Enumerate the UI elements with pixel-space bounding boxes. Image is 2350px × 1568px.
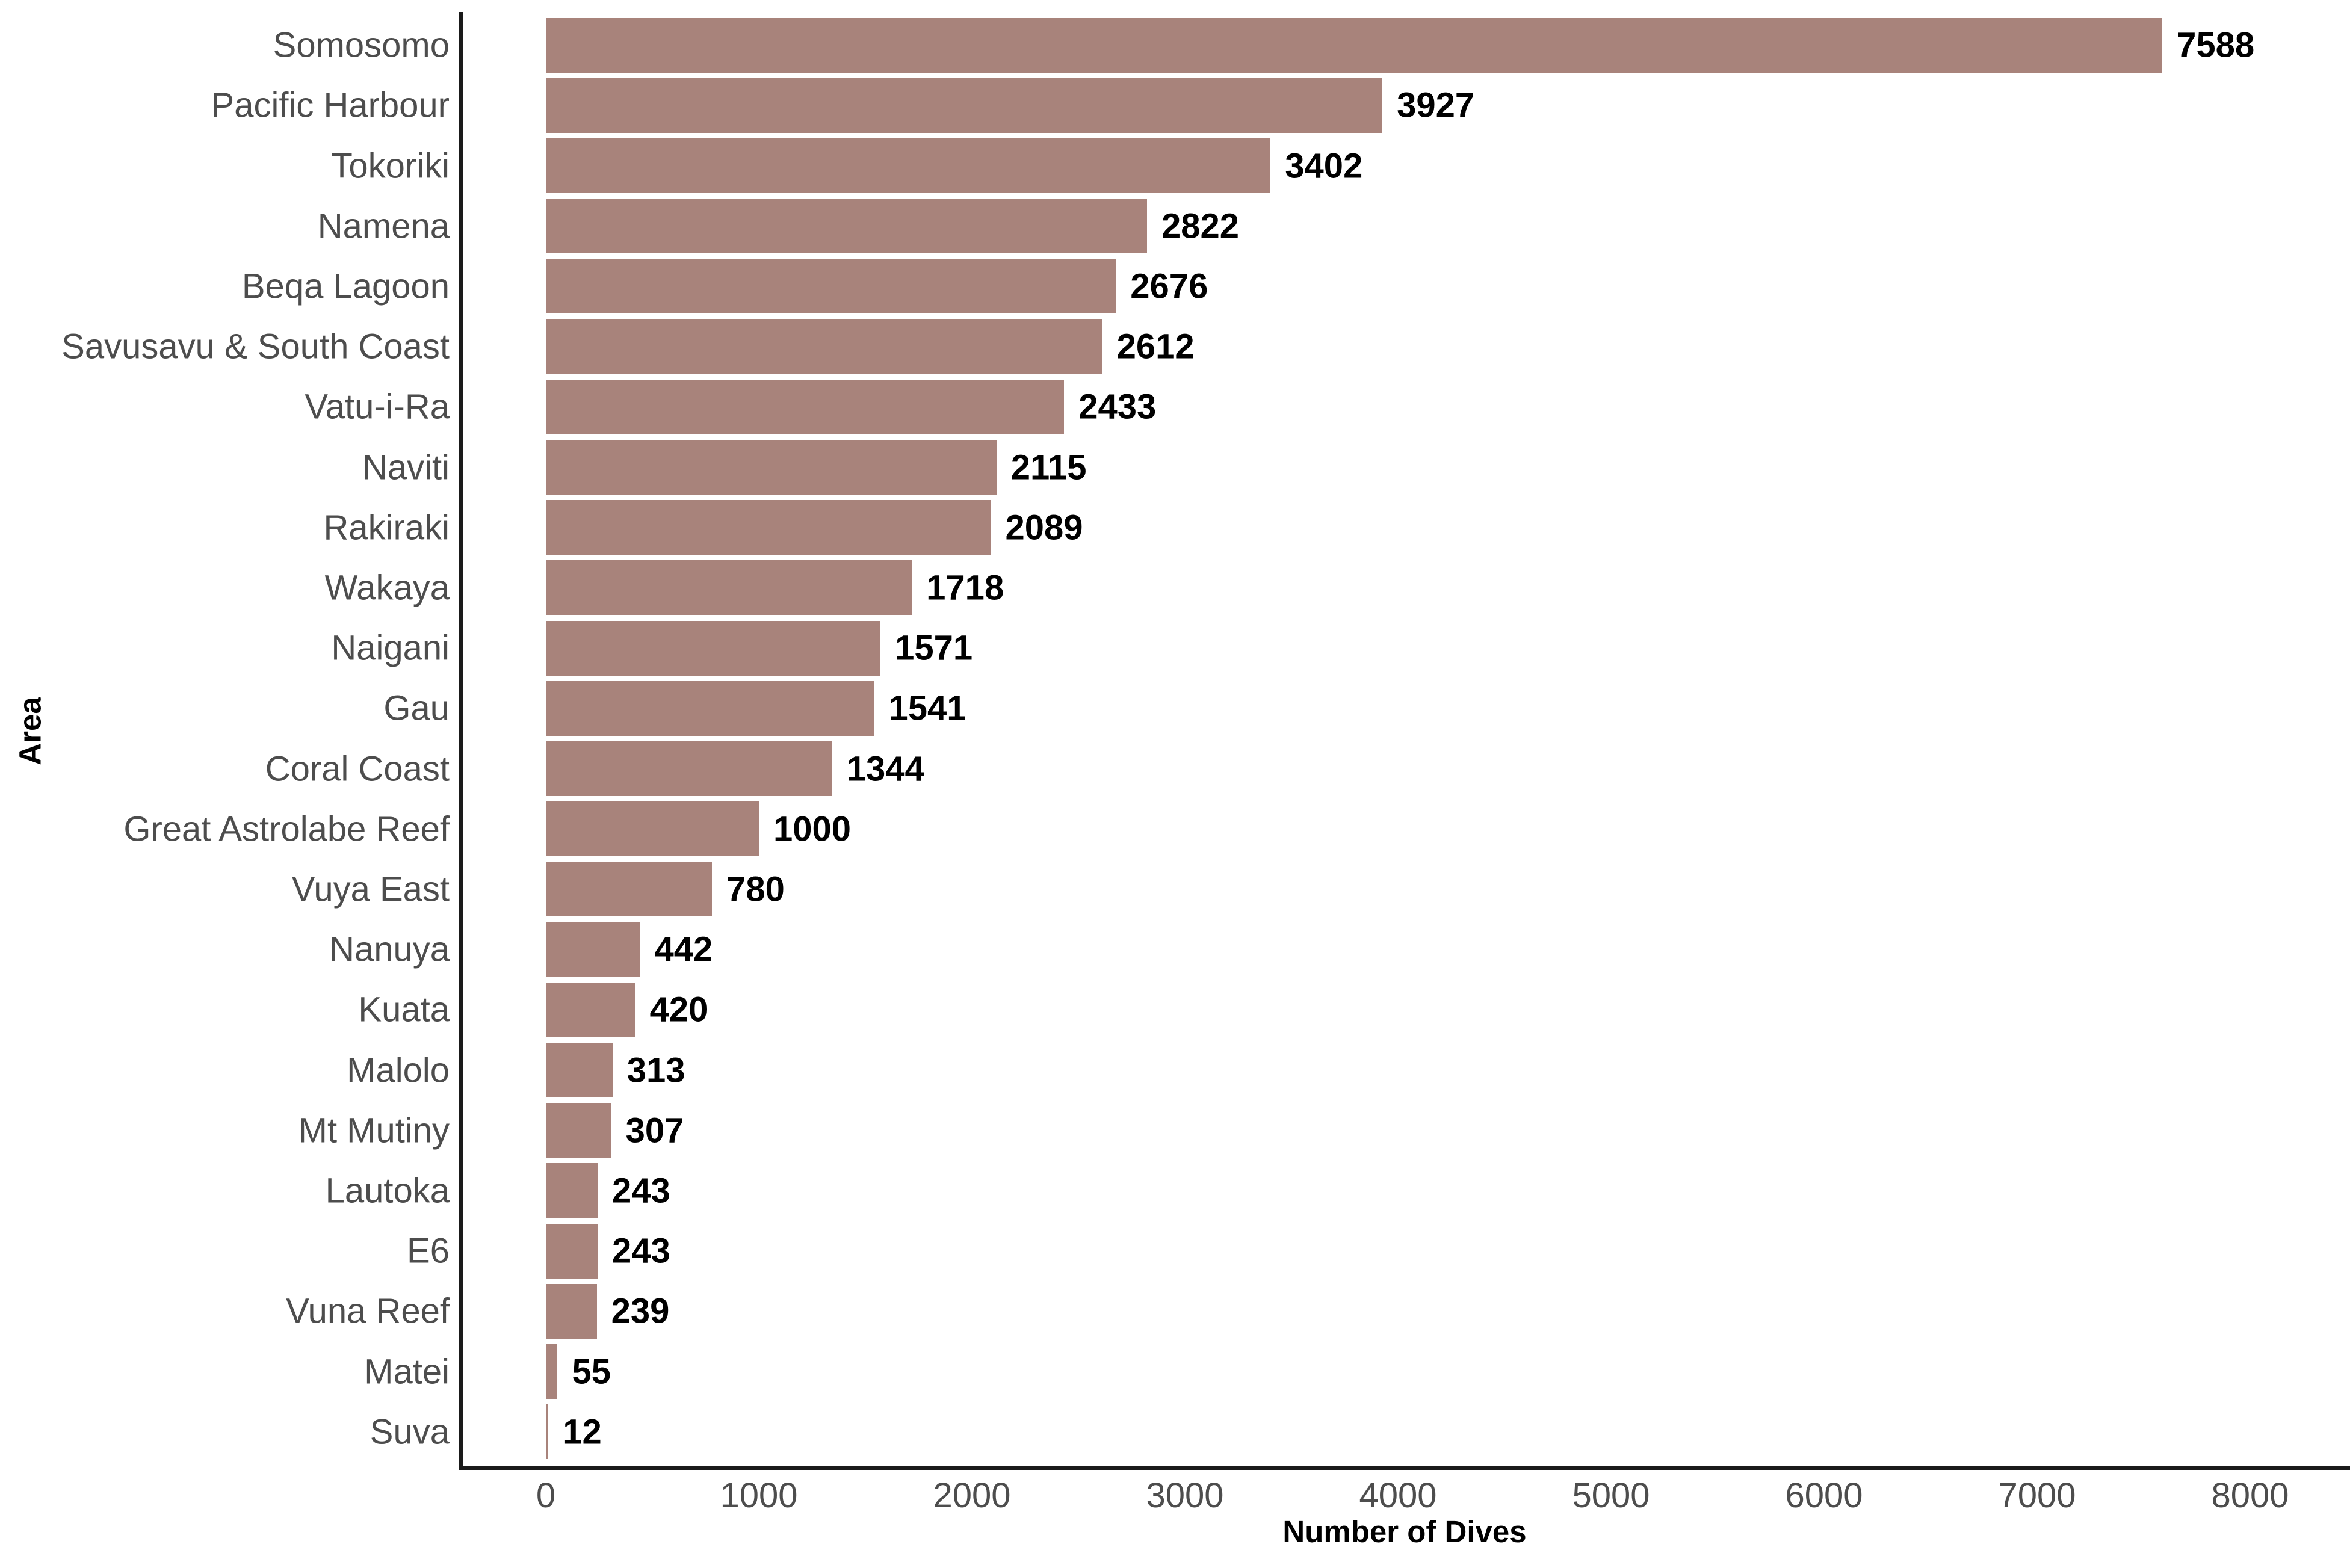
bar xyxy=(546,500,991,555)
category-label: Savusavu & South Coast xyxy=(61,327,450,366)
x-axis-title: Number of Dives xyxy=(1282,1514,1527,1549)
bar-value-label: 2115 xyxy=(1010,448,1087,487)
bar-value-label: 2433 xyxy=(1078,387,1157,427)
bar xyxy=(546,1344,558,1399)
bar xyxy=(546,259,1116,314)
bar xyxy=(546,1163,598,1218)
category-label: Beqa Lagoon xyxy=(241,267,450,306)
bar xyxy=(546,1103,611,1158)
x-axis-tick-label: 6000 xyxy=(1785,1476,1863,1515)
bar-value-label: 239 xyxy=(611,1291,670,1331)
category-label: Great Astrolabe Reef xyxy=(123,809,450,849)
category-label: Nanuya xyxy=(329,930,450,969)
bar-value-label: 313 xyxy=(626,1051,685,1090)
bar xyxy=(546,199,1147,254)
bar xyxy=(546,1223,598,1279)
bar-value-label: 243 xyxy=(612,1231,670,1271)
category-label: Coral Coast xyxy=(265,749,450,788)
category-label: E6 xyxy=(407,1231,450,1271)
bar-value-label: 1000 xyxy=(773,809,852,849)
bar-value-label: 307 xyxy=(625,1111,684,1150)
bar xyxy=(546,440,997,495)
bar xyxy=(546,1283,597,1339)
category-label: Vuya East xyxy=(291,869,450,909)
x-axis-tick-label: 8000 xyxy=(2211,1476,2289,1515)
bar-value-label: 2089 xyxy=(1005,508,1083,548)
bar-value-label: 3927 xyxy=(1397,85,1475,125)
category-label: Namena xyxy=(317,206,450,246)
category-label: Pacific Harbour xyxy=(211,85,450,125)
x-axis-tick-label: 2000 xyxy=(933,1476,1011,1515)
x-axis-line xyxy=(459,1466,2350,1470)
category-label: Suva xyxy=(370,1412,450,1452)
x-axis-tick-label: 4000 xyxy=(1359,1476,1437,1515)
bar xyxy=(546,681,874,736)
bar xyxy=(546,1404,549,1460)
bar-value-label: 1344 xyxy=(846,749,924,788)
y-axis-title: Area xyxy=(13,697,48,765)
bar-value-label: 2822 xyxy=(1161,206,1240,246)
bar xyxy=(546,982,635,1037)
x-axis-tick-label: 7000 xyxy=(1998,1476,2076,1515)
bar xyxy=(546,922,640,977)
bar xyxy=(546,319,1102,374)
bar-value-label: 2612 xyxy=(1116,327,1195,366)
category-label: Rakiraki xyxy=(323,508,450,548)
bar-value-label: 780 xyxy=(726,869,785,909)
category-label: Wakaya xyxy=(324,568,450,608)
bar-value-label: 442 xyxy=(654,930,713,969)
category-label: Kuata xyxy=(358,990,450,1029)
bar-value-label: 1718 xyxy=(926,568,1004,608)
category-label: Somosomo xyxy=(273,25,450,65)
x-axis-tick-label: 3000 xyxy=(1146,1476,1224,1515)
bar-value-label: 1541 xyxy=(888,688,966,728)
bar-value-label: 7588 xyxy=(2177,25,2255,65)
bar-value-label: 55 xyxy=(572,1352,611,1391)
bar-value-label: 12 xyxy=(563,1412,602,1452)
category-label: Vatu-i-Ra xyxy=(305,387,450,427)
bar xyxy=(546,138,1271,193)
bar-value-label: 420 xyxy=(649,990,708,1029)
category-label: Naigani xyxy=(331,628,450,668)
x-axis-tick-label: 5000 xyxy=(1572,1476,1650,1515)
category-label: Mt Mutiny xyxy=(298,1111,450,1150)
bar-value-label: 2676 xyxy=(1130,267,1208,306)
category-label: Gau xyxy=(383,688,450,728)
category-label: Lautoka xyxy=(325,1171,450,1211)
bar xyxy=(546,862,713,917)
bar xyxy=(546,17,2163,73)
category-label: Vuna Reef xyxy=(286,1291,450,1331)
y-axis-line xyxy=(459,12,463,1470)
bar xyxy=(546,560,912,616)
bar xyxy=(546,1043,613,1097)
bar xyxy=(546,801,759,857)
bar xyxy=(546,379,1065,434)
bar-value-label: 3402 xyxy=(1285,146,1363,185)
category-label: Matei xyxy=(364,1352,450,1391)
bar xyxy=(546,741,832,796)
bar-value-label: 243 xyxy=(612,1171,670,1211)
category-label: Malolo xyxy=(347,1051,450,1090)
category-label: Tokoriki xyxy=(331,146,450,185)
x-axis-tick-label: 0 xyxy=(536,1476,556,1515)
category-label: Naviti xyxy=(362,448,450,487)
bar xyxy=(546,78,1383,133)
bar-value-label: 1571 xyxy=(895,628,973,668)
bar xyxy=(546,620,881,676)
x-axis-tick-label: 1000 xyxy=(720,1476,798,1515)
